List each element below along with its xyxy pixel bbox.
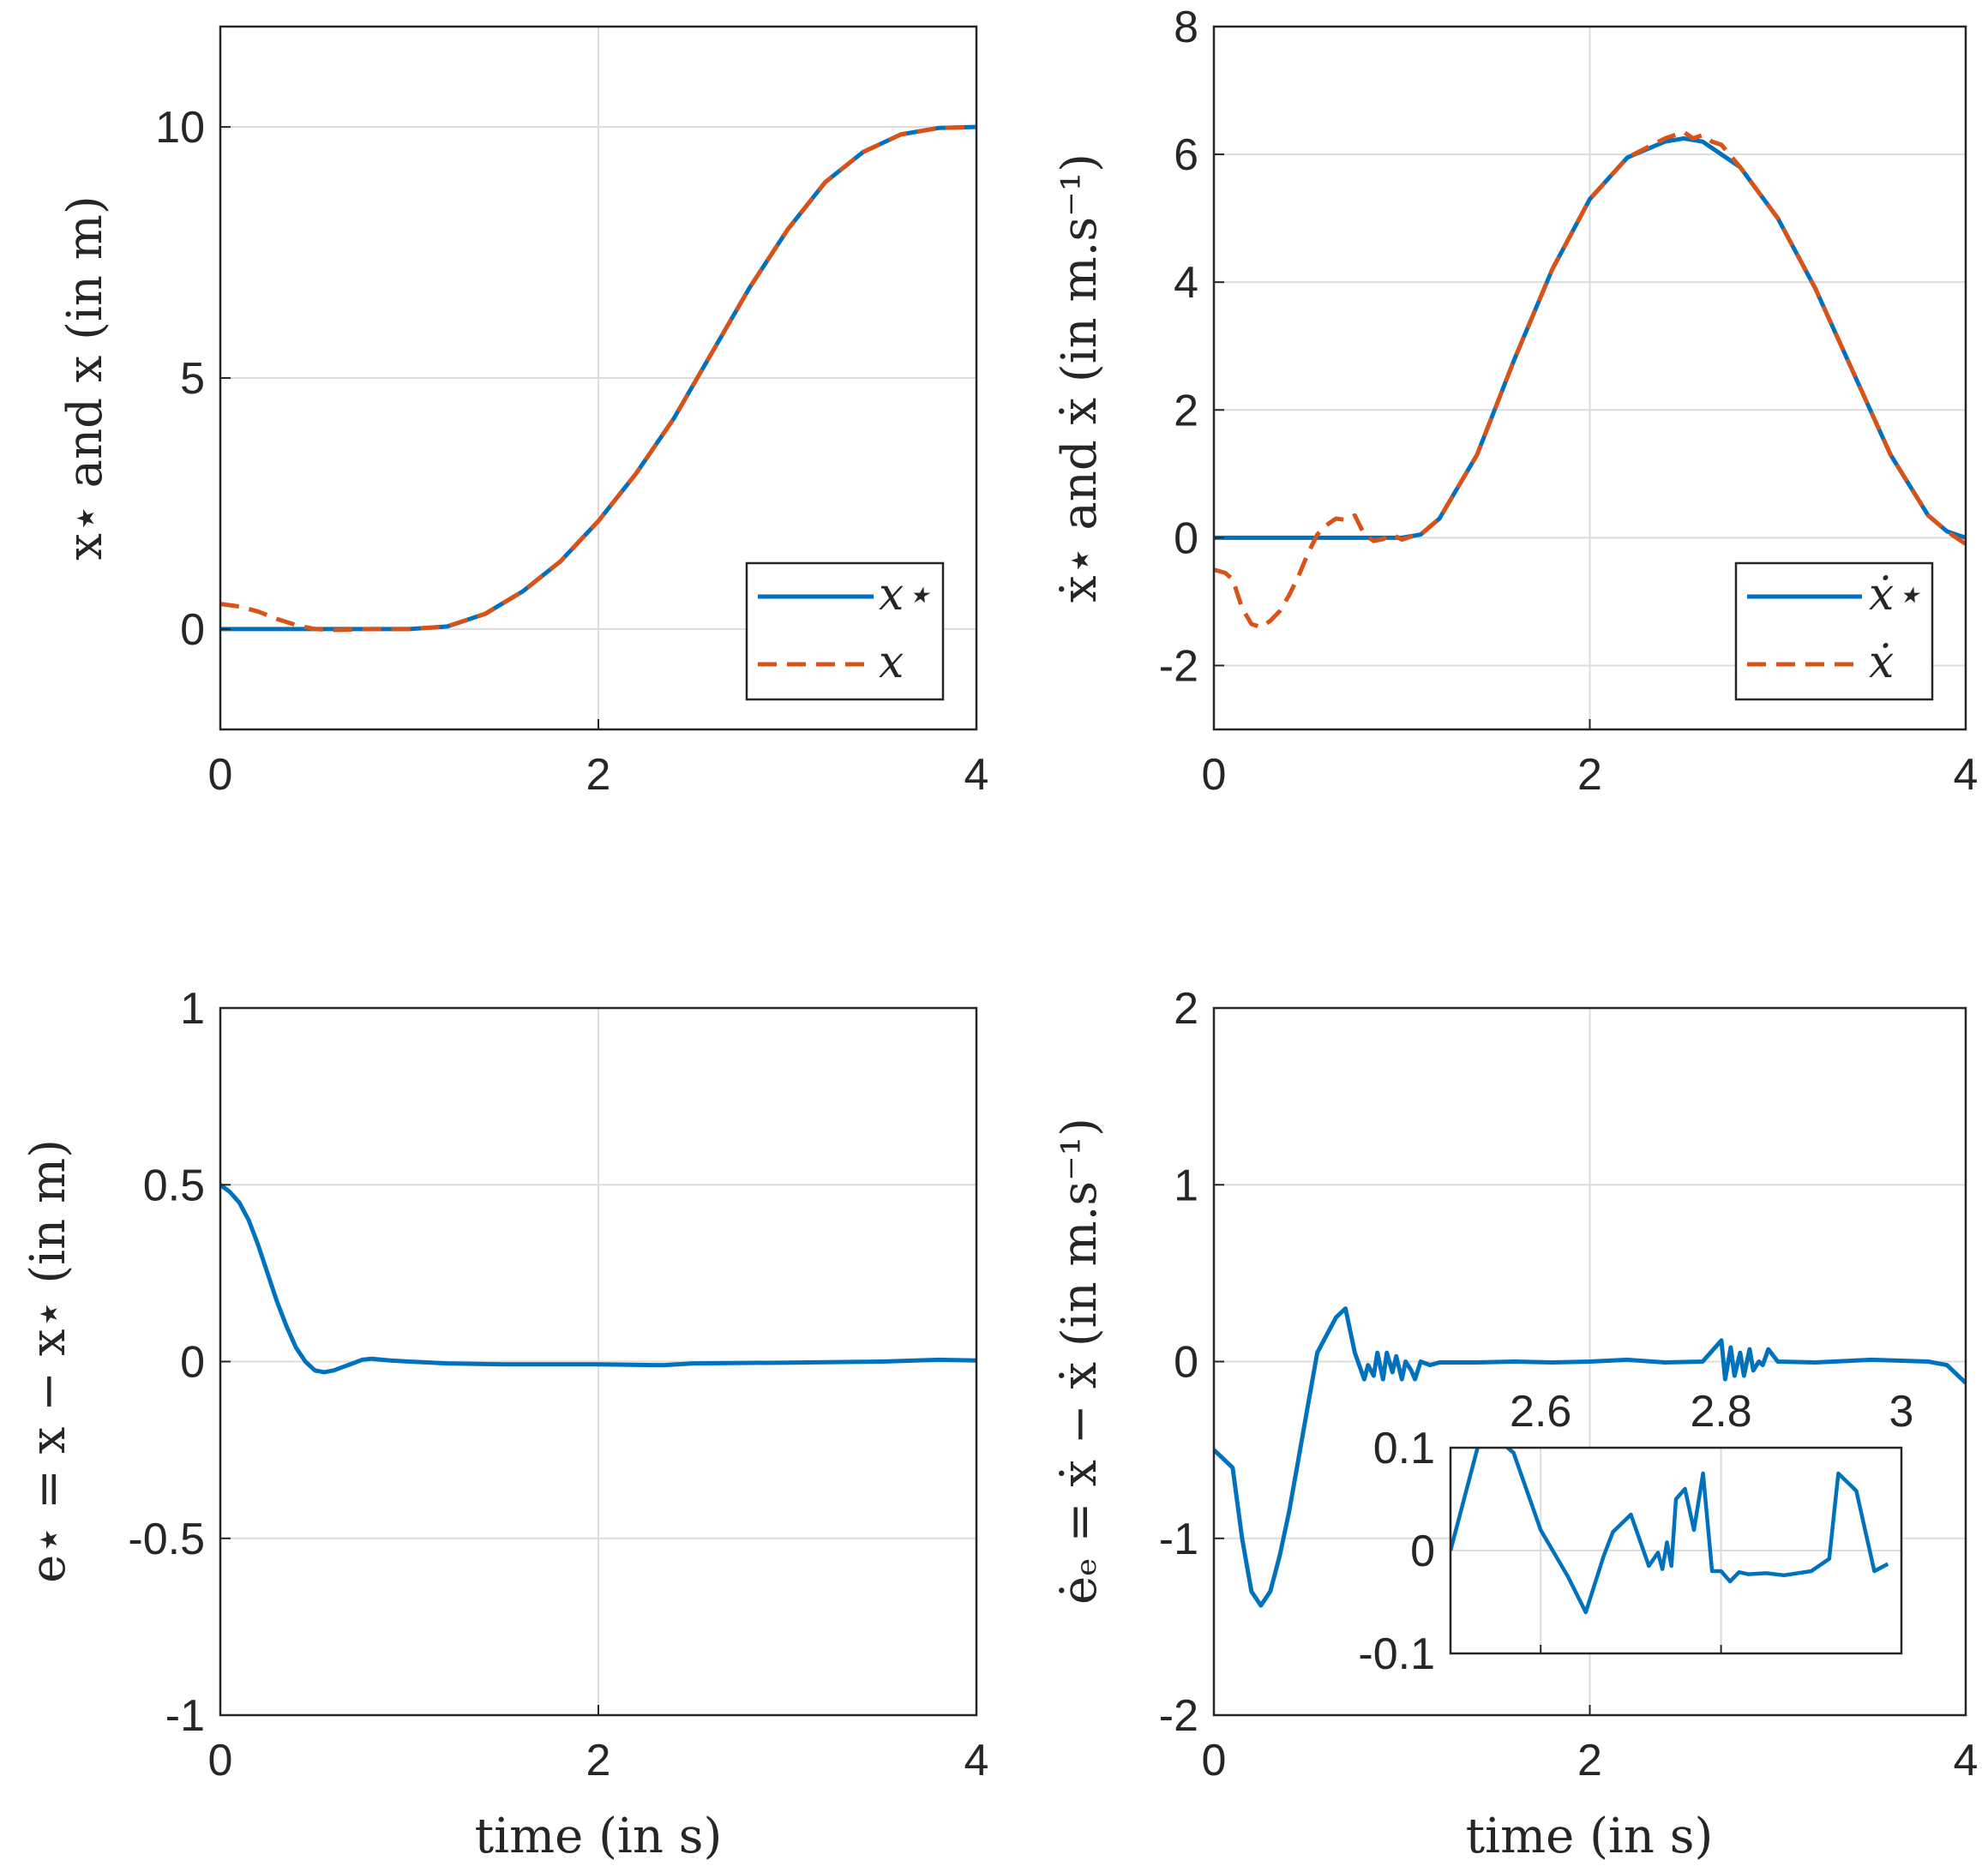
y-tick-label: 0	[1174, 1338, 1198, 1388]
series-layer	[1212, 1306, 1967, 1608]
y-tick-label: 0	[180, 605, 205, 655]
series-layer	[1213, 129, 1967, 630]
tick-labels: 0 2 4 0 5 10	[155, 103, 988, 800]
y-axis-label: e⋆ = x − x⋆ (in m)	[21, 1139, 76, 1583]
y-axis-label: ẋ⋆ and ẋ (in m.s⁻¹)	[1052, 153, 1108, 603]
series-layer	[219, 1183, 977, 1375]
tick-labels: 0 2 4 -1 -0.5 0 0.5 1	[128, 984, 988, 1785]
inset-y-tick-label: 0.1	[1373, 1424, 1435, 1473]
inset-tick-labels: 2.6 2.8 3 -0.1 0 0.1	[1358, 1387, 1913, 1679]
tick-labels: 0 2 4 -2 0 2 4 6 8	[1159, 3, 1979, 800]
series-line-reference	[1212, 1306, 1967, 1608]
series-line-actual	[219, 124, 977, 633]
y-tick-label: 1	[180, 984, 205, 1034]
inset-y-tick-label: -0.1	[1358, 1629, 1435, 1679]
y-tick-label: 8	[1174, 3, 1198, 52]
legend: x⋆ x	[745, 561, 945, 701]
x-tick-label: 0	[1202, 1736, 1227, 1785]
legend-label-actual: x	[879, 637, 904, 688]
y-tick-label: 0	[180, 1338, 205, 1388]
inset-gridlines	[1450, 1448, 1901, 1653]
y-tick-label: 2	[1174, 984, 1198, 1034]
x-tick-label: 4	[1954, 1736, 1979, 1785]
x-tick-label: 2	[586, 750, 611, 800]
y-axis-label: x⋆ and x (in m)	[57, 195, 113, 561]
x-axis-label: time (in s)	[1466, 1809, 1714, 1864]
x-tick-label: 4	[964, 1736, 989, 1785]
y-tick-label: 0	[1174, 513, 1198, 563]
legend-box	[1734, 561, 1934, 701]
y-tick-label: 4	[1174, 258, 1198, 308]
series-layer	[219, 124, 977, 633]
y-tick-label: 0.5	[143, 1161, 205, 1210]
y-tick-label: -2	[1159, 641, 1198, 691]
inset-zoom: 2.6 2.8 3 -0.1 0 0.1	[1358, 1387, 1913, 1679]
y-tick-label: 6	[1174, 130, 1198, 180]
y-tick-label: -1	[165, 1691, 205, 1741]
chart-position: 0 2 4 0 5 10 x⋆ and x (in m) x⋆ x	[57, 25, 988, 800]
inset-y-tick-label: 0	[1410, 1527, 1435, 1576]
legend: ẋ⋆ ẋ	[1734, 561, 1934, 701]
inset-x-tick-label: 3	[1889, 1387, 1914, 1437]
tick-labels: 0 2 4 -2 -1 0 1 2	[1159, 984, 1979, 1785]
x-tick-label: 2	[1577, 750, 1602, 800]
inset-frame	[1449, 1446, 1903, 1655]
y-tick-label: 5	[180, 354, 205, 404]
y-tick-label: 1	[1174, 1161, 1198, 1210]
x-tick-label: 0	[208, 1736, 233, 1785]
y-tick-label: 2	[1174, 386, 1198, 435]
x-tick-label: 4	[964, 750, 989, 800]
chart-velocity: 0 2 4 -2 0 2 4 6 8 ẋ⋆ and ẋ (in m.s⁻¹) ẋ⋆ ẋ	[1052, 3, 1978, 800]
y-axis-label: ėₑ = ẋ − ẋ (in m.s⁻¹)	[1052, 1118, 1108, 1605]
x-tick-label: 2	[1577, 1736, 1602, 1785]
y-tick-label: -0.5	[128, 1515, 205, 1564]
series-line-actual	[1213, 129, 1967, 630]
y-tick-label: 10	[155, 103, 205, 153]
inset-x-tick-label: 2.8	[1690, 1387, 1751, 1437]
legend-label-reference: x⋆	[879, 569, 932, 621]
y-tick-label: -1	[1159, 1515, 1198, 1564]
inset-x-tick-label: 2.6	[1510, 1387, 1571, 1437]
legend-label-actual: ẋ	[1869, 637, 1894, 688]
y-tick-label: -2	[1159, 1691, 1198, 1741]
chart-velocity-error: 0 2 4 -2 -1 0 1 2 ėₑ = ẋ − ẋ (in m.s⁻¹) time (i…	[1052, 984, 1978, 1864]
inset-series-layer	[1450, 1448, 1889, 1615]
x-tick-label: 0	[208, 750, 233, 800]
legend-box	[745, 561, 945, 701]
x-tick-label: 4	[1954, 750, 1979, 800]
series-line-reference	[219, 1183, 977, 1375]
chart-position-error: 0 2 4 -1 -0.5 0 0.5 1 e⋆ = x − x⋆ (in m) time (…	[21, 984, 988, 1864]
inset-series-line	[1450, 1448, 1889, 1615]
x-tick-label: 2	[586, 1736, 611, 1785]
x-axis-label: time (in s)	[475, 1809, 723, 1864]
legend-label-reference: ẋ⋆	[1869, 569, 1922, 621]
x-tick-label: 0	[1202, 750, 1227, 800]
